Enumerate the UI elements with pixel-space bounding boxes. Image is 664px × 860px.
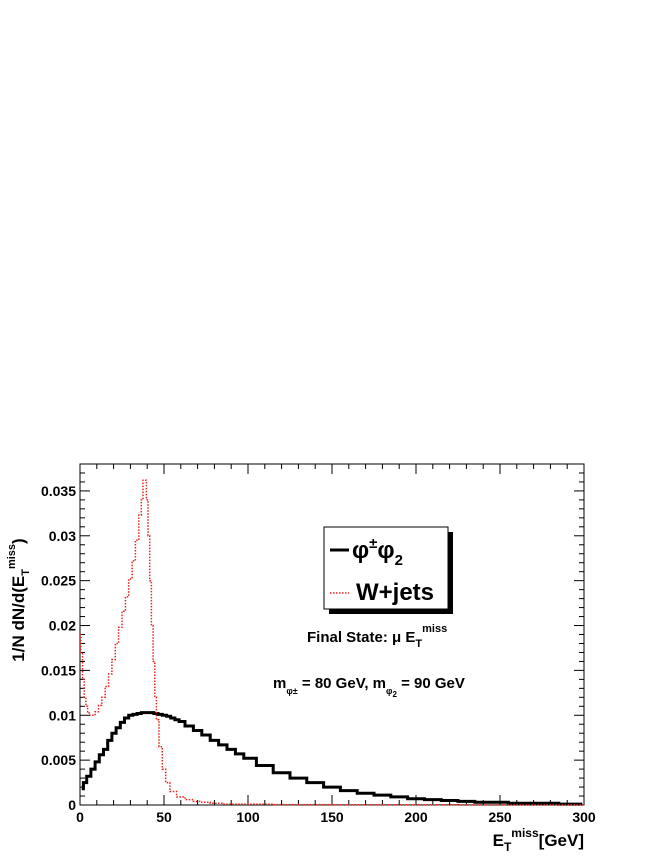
x-tick-label: 100: [236, 809, 260, 825]
annotation-masses: mφ± = 80 GeV, mφ2 = 90 GeV: [273, 675, 465, 699]
legend: φ±φ2 W+jets: [323, 526, 453, 614]
y-tick-label: 0.015: [41, 662, 76, 678]
y-tick-label: 0.01: [49, 707, 76, 723]
y-tick-label: 0.025: [41, 573, 76, 589]
x-tick-label: 50: [156, 809, 172, 825]
x-tick-label: 200: [404, 809, 428, 825]
y-tick-label: 0: [68, 797, 76, 813]
series-line-wjets: [80, 479, 584, 806]
y-tick-label: 0.035: [41, 483, 76, 499]
legend-box: [323, 526, 449, 610]
annotation-final-state: Final State: μ ETmiss: [307, 623, 447, 650]
series-line-signal: [81, 711, 583, 806]
x-axis: 0 50 100 150 200 250 300: [76, 464, 596, 825]
x-tick-label: 250: [488, 809, 512, 825]
x-axis-title: ETmiss[GeV]: [493, 826, 584, 854]
legend-label-wjets: W+jets: [356, 579, 434, 606]
x-tick-label: 300: [572, 809, 596, 825]
series-layer: [80, 479, 584, 806]
x-tick-label: 0: [76, 809, 84, 825]
y-axis: 0 0.005 0.01 0.015 0.02 0.025 0.03 0.035: [41, 472, 584, 813]
y-axis-title: 1/N dN/d(ETmiss): [6, 538, 32, 661]
y-tick-label: 0.02: [49, 618, 76, 634]
plot-frame: [79, 463, 585, 806]
x-tick-label: 150: [320, 809, 344, 825]
legend-label-signal: φ±φ2: [352, 535, 403, 569]
y-tick-label: 0.005: [41, 752, 76, 768]
y-tick-label: 0.03: [49, 528, 76, 544]
